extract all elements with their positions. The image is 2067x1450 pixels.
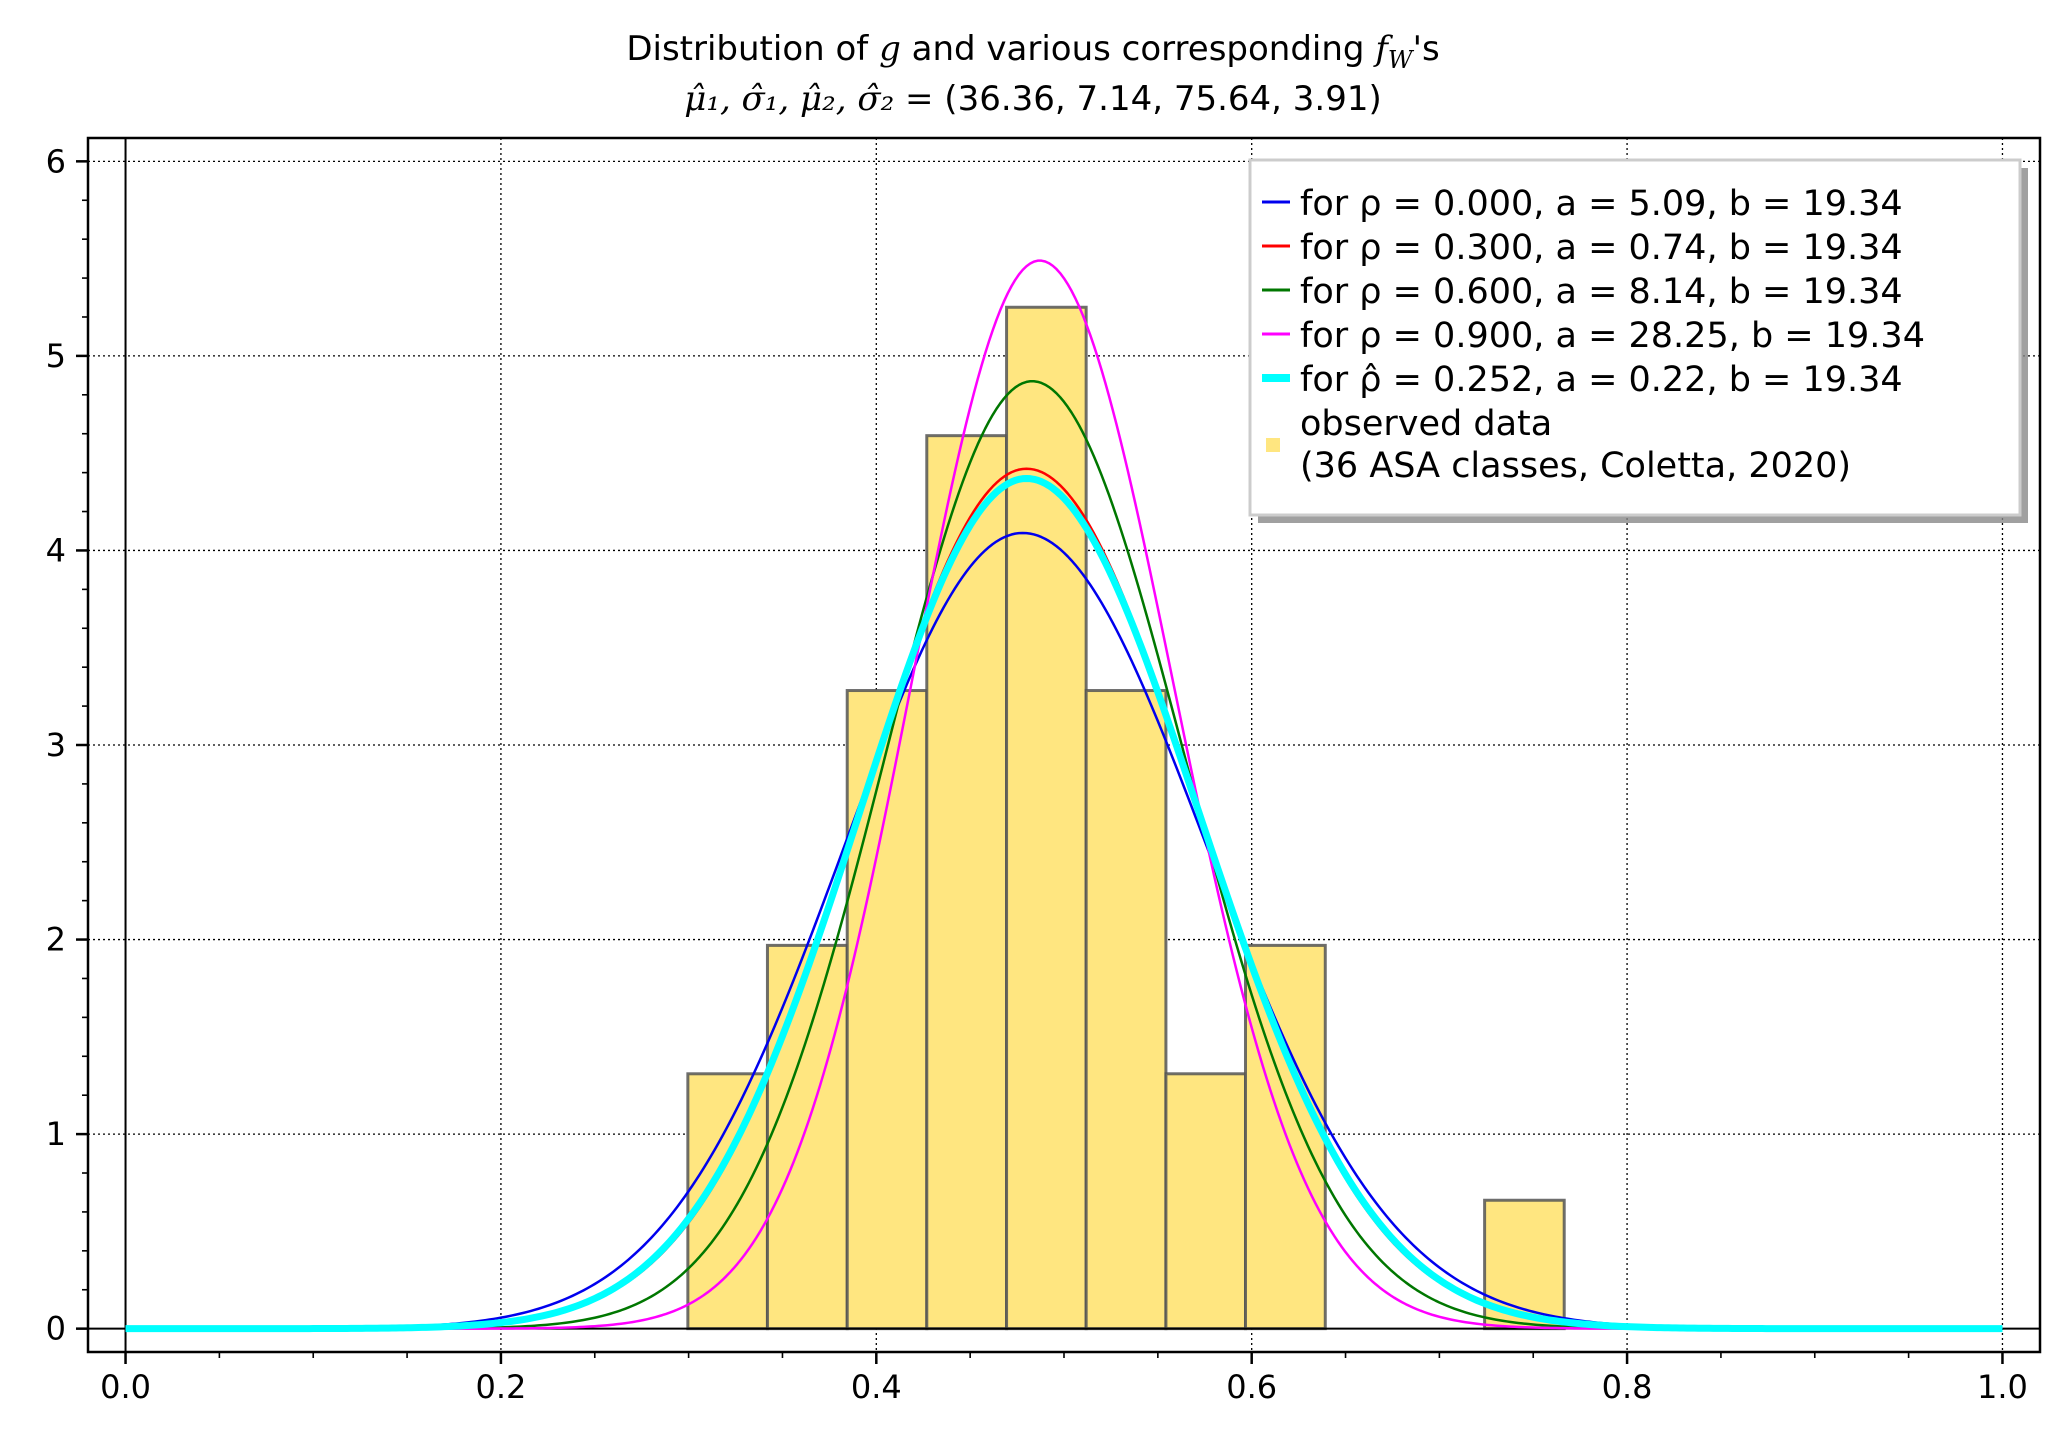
title-part: W bbox=[1388, 46, 1415, 74]
chart-title: Distribution of g and various correspond… bbox=[626, 29, 1439, 119]
legend-box bbox=[1248, 158, 2022, 517]
legend-label: for ρ = 0.600, a = 8.14, b = 19.34 bbox=[1300, 272, 1903, 312]
legend-patch bbox=[1266, 438, 1280, 452]
pdf-curves bbox=[125, 259, 2003, 1333]
histogram-bar bbox=[1084, 689, 1168, 1331]
legend-label: for ρ = 0.300, a = 0.74, b = 19.34 bbox=[1300, 228, 1903, 268]
legend-label: for ρ̂ = 0.252, a = 0.22, b = 19.34 bbox=[1300, 360, 1903, 400]
legend-label-line-2: (36 ASA classes, Coletta, 2020) bbox=[1300, 446, 1851, 486]
title-line-2: μ̂₁, σ̂₁, μ̂₂, σ̂₂ = (36.36, 7.14, 75.64… bbox=[684, 79, 1382, 119]
axis-ticks: 0.0 0.2 0.4 0.6 0.8 1.0 0 1 2 3 4 5 6 bbox=[46, 142, 2028, 1406]
y-tick-label: 1 bbox=[46, 1115, 66, 1153]
title-part: Distribution of bbox=[626, 29, 879, 69]
y-tick-label: 2 bbox=[46, 921, 66, 959]
x-tick-label: 0.6 bbox=[1226, 1368, 1277, 1406]
title-part: g bbox=[879, 29, 901, 69]
series-line bbox=[125, 474, 2003, 1333]
histogram-bar bbox=[845, 689, 929, 1331]
title-part: and various corresponding bbox=[901, 29, 1375, 69]
title-part: 's bbox=[1413, 29, 1440, 69]
histogram-bar bbox=[765, 943, 849, 1331]
title-line-1: Distribution of g and various correspond… bbox=[626, 29, 1439, 74]
y-tick-label: 4 bbox=[46, 531, 66, 569]
x-tick-label: 1.0 bbox=[1977, 1368, 2028, 1406]
x-tick-label: 0.2 bbox=[475, 1368, 526, 1406]
y-tick-label: 3 bbox=[46, 726, 66, 764]
histogram-bar bbox=[1164, 1072, 1247, 1331]
legend-label: observed data bbox=[1300, 404, 1552, 444]
y-tick-label: 6 bbox=[46, 142, 66, 180]
legend-label: for ρ = 0.900, a = 28.25, b = 19.34 bbox=[1300, 316, 1925, 356]
title-params-math: μ̂₁, σ̂₁, μ̂₂, σ̂₂ = bbox=[684, 79, 933, 119]
x-tick-label: 0.0 bbox=[100, 1368, 151, 1406]
legend-label: for ρ = 0.000, a = 5.09, b = 19.34 bbox=[1300, 184, 1903, 224]
y-tick-label: 5 bbox=[46, 337, 66, 375]
title-params-values: (36.36, 7.14, 75.64, 3.91) bbox=[934, 79, 1382, 119]
histogram-bar bbox=[1005, 305, 1088, 1331]
x-tick-label: 0.4 bbox=[851, 1368, 902, 1406]
x-tick-label: 0.8 bbox=[1602, 1368, 1653, 1406]
y-tick-label: 0 bbox=[46, 1310, 66, 1348]
